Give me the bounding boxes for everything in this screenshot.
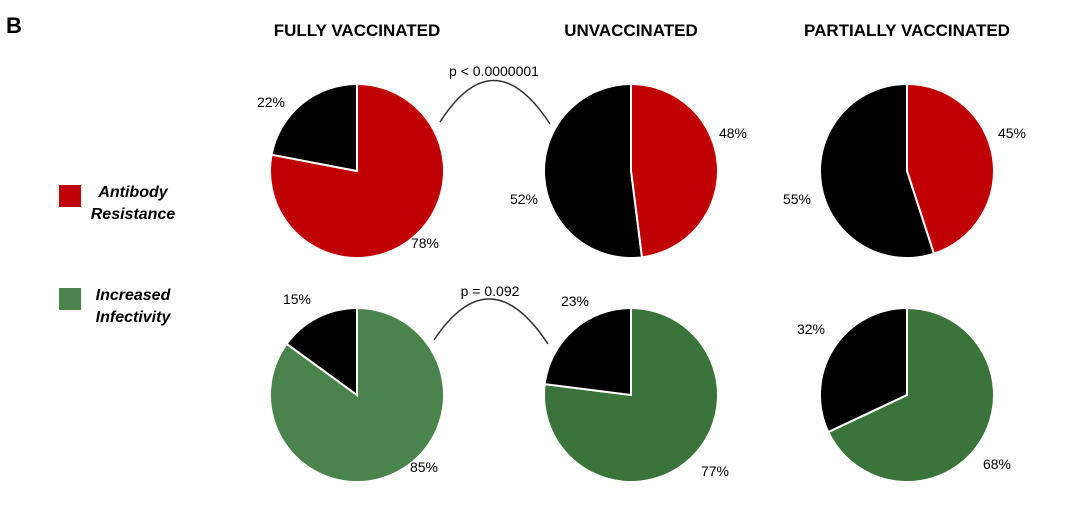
legend: Antibody Resistance Increased Infectivit…: [59, 184, 175, 326]
pie-increased-infectivity-unvaccinated: 77% 23%: [543, 293, 729, 483]
legend-label-increased: Increased: [96, 287, 172, 304]
pie-slice-other: [543, 82, 644, 259]
pie-charts: 78% 22% 48% 52% 45% 55% 85% 15% 77% 23% 68% 32%: [257, 82, 1026, 483]
panel-letter: B: [6, 13, 22, 38]
pie-slice-primary: [269, 306, 445, 483]
pie-slice-label: 55%: [783, 191, 811, 207]
pie-antibody-resistance-partially-vaccinated: 45% 55%: [783, 82, 1026, 259]
pie-slice-primary: [906, 82, 995, 256]
pie-slice-primary: [269, 82, 445, 259]
column-title-unvaccinated: UNVACCINATED: [564, 21, 697, 40]
pie-slice-label: 78%: [411, 235, 439, 251]
pie-slice-label: 15%: [283, 291, 311, 307]
column-title-fully-vaccinated: FULLY VACCINATED: [274, 21, 441, 40]
pie-increased-infectivity-partially-vaccinated: 68% 32%: [797, 306, 1011, 483]
column-title-partially-vaccinated: PARTIALLY VACCINATED: [804, 21, 1010, 40]
pie-slice-label: 77%: [701, 463, 729, 479]
legend-swatch-increased-infectivity: [59, 288, 81, 310]
pie-slice-label: 45%: [998, 125, 1026, 141]
pie-slice-label: 85%: [410, 459, 438, 475]
pie-slice-primary: [826, 306, 995, 483]
p-value-antibody: p < 0.0000001: [449, 63, 539, 79]
pie-slice-label: 32%: [797, 321, 825, 337]
pie-slice-other: [819, 82, 936, 259]
comparison-arc-infectivity: [433, 298, 549, 345]
pie-slice-primary: [630, 82, 719, 259]
legend-swatch-antibody-resistance: [59, 185, 81, 207]
pie-slice-other: [819, 306, 908, 434]
comparison-infectivity: p = 0.092: [433, 283, 549, 345]
pie-slice-other: [270, 82, 358, 173]
legend-label-resistance: Resistance: [91, 206, 176, 223]
pie-antibody-resistance-unvaccinated: 48% 52%: [510, 82, 747, 259]
comparison-antibody: p < 0.0000001: [439, 63, 551, 125]
pie-slice-label: 68%: [983, 456, 1011, 472]
pie-increased-infectivity-fully-vaccinated: 85% 15%: [269, 291, 445, 483]
pie-slice-label: 22%: [257, 94, 285, 110]
pie-slice-label: 52%: [510, 191, 538, 207]
pie-slice-label: 48%: [719, 125, 747, 141]
pie-slice-other: [285, 306, 358, 397]
p-value-infectivity: p = 0.092: [461, 283, 520, 299]
legend-label-infectivity: Infectivity: [96, 309, 172, 326]
legend-label-antibody: Antibody: [97, 184, 168, 201]
pie-slice-label: 23%: [561, 293, 589, 309]
pie-slice-other: [543, 306, 632, 397]
pie-antibody-resistance-fully-vaccinated: 78% 22%: [257, 82, 445, 259]
comparison-arc-antibody: [439, 79, 551, 125]
